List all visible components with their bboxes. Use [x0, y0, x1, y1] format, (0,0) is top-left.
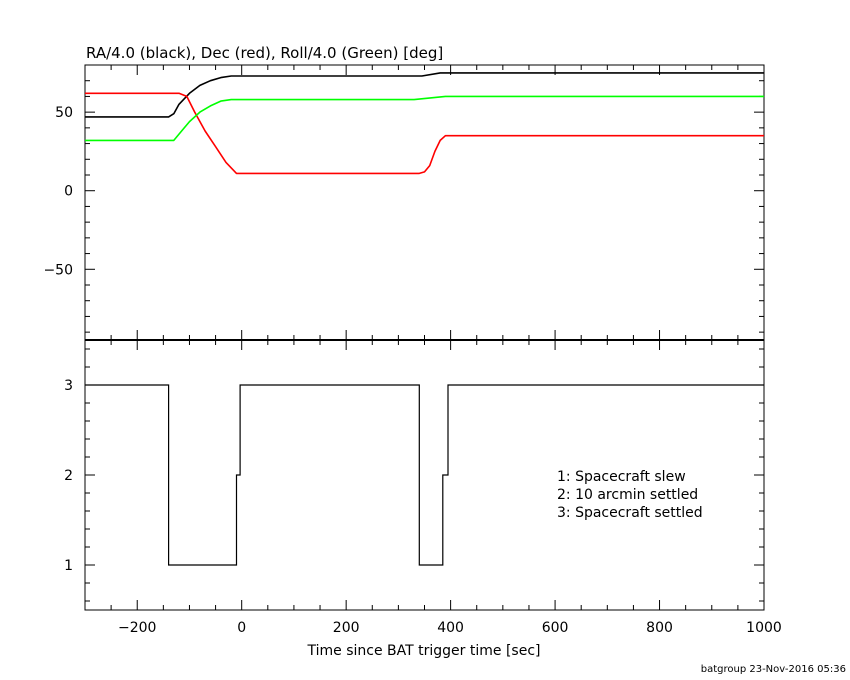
- x-tick-label: 800: [646, 620, 673, 636]
- x-tick-label: −200: [118, 620, 156, 636]
- top-series-line-0: [85, 72, 764, 118]
- x-tick-label: 1000: [746, 620, 782, 636]
- x-tick-label: 0: [237, 620, 246, 636]
- bottom-series-line-0: [85, 384, 764, 566]
- top-series-line-2: [85, 95, 764, 142]
- footer-stamp: batgroup 23-Nov-2016 05:36: [701, 664, 846, 675]
- top-y-tick-label: 50: [55, 105, 73, 121]
- x-tick-label: 400: [437, 620, 464, 636]
- legend-entry-2: 2: 10 arcmin settled: [557, 487, 698, 503]
- top-y-tick-label: −50: [43, 262, 73, 278]
- x-axis-label: Time since BAT trigger time [sec]: [307, 643, 541, 659]
- bottom-panel-series: [85, 384, 764, 566]
- legend: 1: Spacecraft slew 2: 10 arcmin settled …: [557, 469, 703, 521]
- x-tick-label: 600: [542, 620, 569, 636]
- tick-marks: [84, 64, 765, 610]
- top-series-line-1: [85, 92, 764, 175]
- bottom-y-tick-label: 2: [64, 468, 73, 484]
- top-chart-title: RA/4.0 (black), Dec (red), Roll/4.0 (Gre…: [86, 44, 443, 62]
- legend-entry-1: 1: Spacecraft slew: [557, 469, 686, 485]
- legend-entry-3: 3: Spacecraft settled: [557, 505, 703, 521]
- bottom-y-tick-label: 3: [64, 378, 73, 394]
- bottom-y-tick-label: 1: [64, 558, 73, 574]
- top-y-tick-label: 0: [64, 184, 73, 200]
- x-tick-label: 200: [333, 620, 360, 636]
- tick-labels: 50 0 −50 3 2 1 −200 0 200 400 600 800 1000: [43, 105, 781, 636]
- top-panel-series: [85, 72, 764, 175]
- top-panel-frame: [84, 64, 765, 341]
